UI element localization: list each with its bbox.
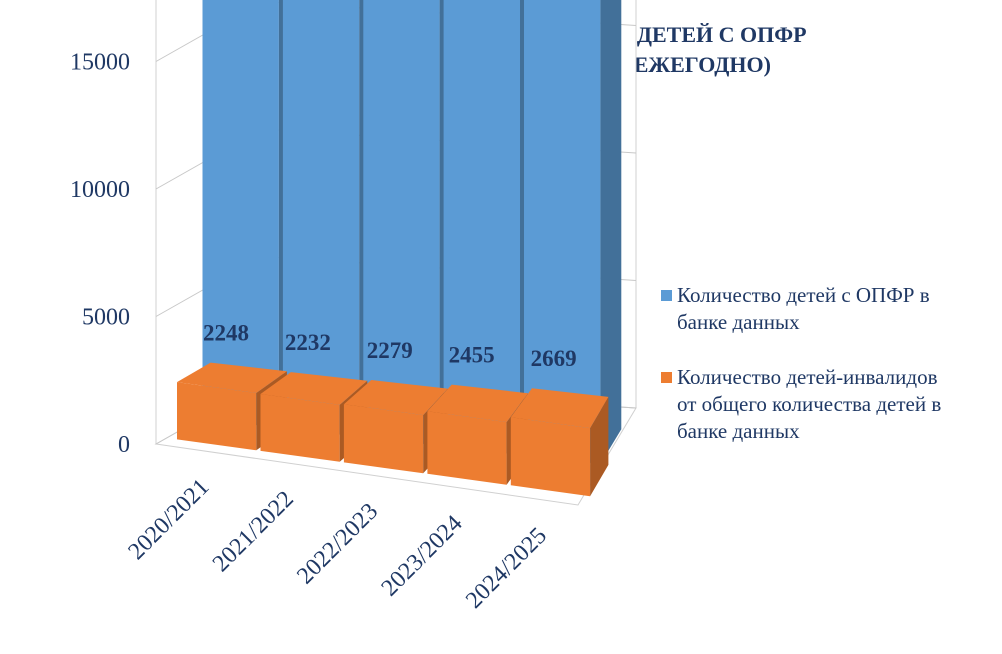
x-category-label: 2024/2025 [461, 523, 552, 614]
x-category-label: 2021/2022 [208, 486, 299, 577]
bar-front-face [363, 0, 440, 446]
y-tick-label: 0 [118, 432, 130, 458]
bar-front-face [343, 404, 424, 474]
bar-top-face [260, 372, 368, 405]
bar-top-face [177, 362, 287, 393]
bar-top-face [427, 384, 528, 423]
bar-front-face [510, 417, 591, 497]
legend-swatch [661, 372, 672, 383]
bar-top-face [510, 388, 609, 429]
legend: Количество детей с ОПФР в банке данных Кол… [661, 283, 941, 443]
data-label-series-2: 2279 [367, 338, 413, 363]
bar-front-face [427, 411, 507, 485]
bar-front-face [260, 394, 340, 462]
y-tick-label: 15000 [70, 50, 130, 76]
x-category-label: 2023/2024 [377, 511, 468, 602]
bar-series-2 [510, 388, 609, 497]
data-label-series-2: 2669 [531, 346, 577, 371]
bar-top-face [343, 380, 448, 416]
y-axis-ticks: 0500010000150002000025000 [70, 50, 130, 459]
bar-front-face [524, 0, 601, 464]
x-category-label: 2022/2023 [292, 498, 383, 589]
data-labels: 2058421334220392269822828224822322279245… [203, 321, 577, 372]
data-label-series-2: 2455 [449, 343, 495, 368]
x-category-label: 2020/2021 [123, 474, 214, 565]
y-tick-label: 10000 [70, 177, 130, 203]
bar-side-face [590, 396, 609, 497]
bar-front-face [443, 0, 520, 455]
bar-series-1 [524, 0, 622, 464]
bar-side-face [600, 0, 622, 464]
legend-label: банке данных [677, 310, 800, 334]
bar-front-face [282, 0, 360, 437]
legend-label: от общего количества детей в [677, 392, 941, 416]
legend-label: банке данных [677, 419, 800, 443]
y-tick-label: 5000 [82, 305, 130, 331]
data-label-series-2: 2232 [285, 330, 331, 355]
data-label-series-2: 2248 [203, 321, 249, 346]
legend-swatch [661, 290, 672, 301]
bar-front-face [177, 382, 257, 451]
bar-front-face [202, 0, 279, 428]
legend-label: Количество детей-инвалидов [677, 365, 938, 389]
legend-label: Количество детей с ОПФР в [677, 283, 930, 307]
x-axis-categories: 2020/20212021/20222022/20232023/20242024… [123, 474, 552, 614]
bars [177, 0, 622, 497]
